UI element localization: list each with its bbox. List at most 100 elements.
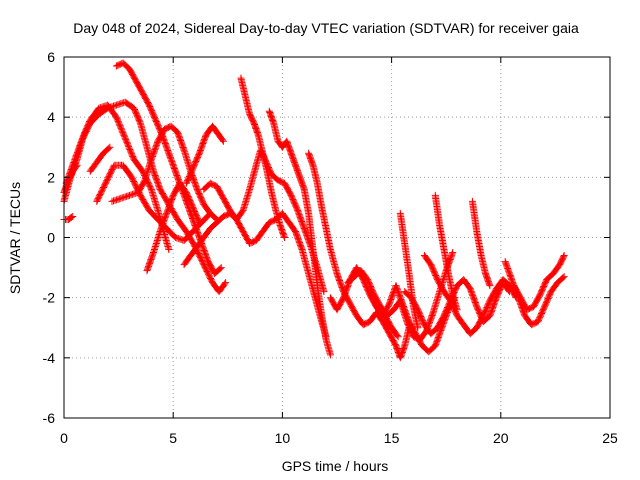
data-point-markers (396, 209, 408, 246)
y-tick-label: -2 (43, 290, 56, 306)
data-point-markers (268, 170, 281, 183)
series-track-6 (143, 179, 203, 275)
data-point-markers (407, 294, 421, 312)
data-point-marker (195, 218, 203, 226)
data-point-marker (281, 234, 289, 241)
data-point-marker (326, 351, 334, 359)
data-point-markers (333, 295, 347, 314)
data-point-markers (444, 270, 456, 297)
x-tick-label: 20 (493, 430, 509, 446)
data-point-markers (285, 219, 299, 234)
data-point-markers (200, 200, 213, 216)
y-tick-label: 4 (47, 109, 55, 125)
series-track-4 (93, 161, 214, 244)
data-point-markers (119, 161, 135, 180)
data-point-markers (510, 282, 524, 300)
data-point-marker (449, 249, 457, 257)
series-track-8 (180, 209, 330, 341)
y-tick-label: -4 (43, 350, 56, 366)
data-point-markers (313, 282, 325, 318)
data-point-markers (185, 203, 198, 228)
data-point-markers (180, 229, 196, 244)
data-point-markers (427, 325, 440, 338)
y-tick-label: -6 (43, 410, 56, 426)
data-point-markers (401, 288, 414, 301)
data-point-marker (217, 264, 225, 272)
data-point-markers (431, 325, 445, 350)
data-point-markers (145, 101, 159, 123)
data-point-markers (136, 191, 152, 213)
data-point-markers (150, 167, 164, 192)
y-tick-label: 6 (47, 49, 55, 65)
data-point-markers (187, 244, 200, 259)
data-point-markers (102, 163, 118, 187)
data-point-markers (209, 122, 220, 135)
data-point-marker (560, 273, 568, 281)
data-point-markers (460, 276, 473, 291)
tick-layer: 0 5 10 15 20 25 -6 -4 -2 0 2 4 6 (43, 49, 618, 446)
data-point-marker (453, 306, 461, 314)
grid-layer (64, 57, 610, 418)
data-point-markers (357, 267, 371, 282)
data-point-markers (265, 216, 278, 226)
data-point-markers (195, 133, 209, 157)
data-point-markers (254, 131, 266, 156)
data-point-markers (268, 188, 279, 213)
data-point-markers (189, 203, 203, 225)
data-point-markers (193, 235, 207, 250)
y-tick-label: 2 (47, 169, 55, 185)
data-point-markers (154, 127, 168, 145)
data-point-markers (156, 185, 172, 207)
data-point-markers (252, 229, 266, 244)
data-point-markers (145, 206, 161, 222)
data-point-markers (69, 139, 85, 169)
data-point-markers (434, 276, 447, 294)
data-point-markers (64, 213, 76, 223)
x-tick-label: 15 (384, 430, 400, 446)
data-point-markers (69, 163, 80, 175)
data-point-markers (193, 185, 207, 207)
data-point-markers (180, 253, 194, 269)
data-point-markers (259, 220, 272, 235)
data-point-markers (388, 324, 401, 339)
data-point-markers (318, 203, 330, 231)
data-point-markers (346, 300, 360, 318)
data-point-markers (139, 89, 152, 108)
data-point-markers (143, 250, 157, 275)
data-point-markers (486, 286, 500, 305)
data-point-markers (381, 312, 395, 330)
x-tick-label: 10 (275, 430, 291, 446)
data-point-marker (394, 333, 402, 341)
data-point-markers (161, 231, 172, 252)
data-point-markers (182, 188, 196, 210)
data-point-marker (73, 161, 81, 169)
data-point-markers (126, 65, 139, 84)
data-point-markers (379, 318, 393, 336)
data-point-markers (270, 119, 282, 144)
data-layer (60, 59, 568, 362)
data-point-markers (200, 226, 213, 241)
data-point-markers (241, 92, 253, 117)
data-point-markers (440, 246, 452, 276)
data-point-markers (294, 206, 308, 231)
data-point-markers (150, 229, 164, 256)
data-point-markers (309, 161, 321, 186)
series-track-7 (182, 122, 227, 187)
data-point-markers (278, 209, 292, 225)
series-track-11 (265, 107, 334, 359)
data-point-markers (121, 98, 137, 111)
data-point-markers (370, 297, 382, 312)
data-point-markers (322, 225, 334, 252)
x-tick-label: 5 (169, 430, 177, 446)
series-track-17 (420, 252, 520, 338)
data-point-markers (274, 176, 287, 187)
data-point-markers (167, 122, 180, 135)
data-point-markers (292, 228, 306, 252)
data-point-markers (213, 128, 226, 144)
data-point-markers (477, 252, 489, 276)
data-point-markers (549, 262, 563, 278)
data-point-markers (263, 167, 275, 195)
data-point-markers (200, 261, 216, 285)
data-point-markers (434, 313, 447, 332)
